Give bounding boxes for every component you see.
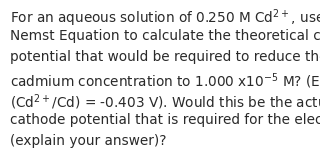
Text: (explain your answer)?: (explain your answer)?	[10, 134, 166, 148]
Text: (Cd$^{2+}$/Cd) = -0.403 V). Would this be the actual: (Cd$^{2+}$/Cd) = -0.403 V). Would this b…	[10, 92, 320, 112]
Text: cadmium concentration to 1.000 x10$^{-5}$ M? (E$^{0}$: cadmium concentration to 1.000 x10$^{-5}…	[10, 71, 320, 91]
Text: potential that would be required to reduce the total: potential that would be required to redu…	[10, 50, 320, 64]
Text: For an aqueous solution of 0.250 M Cd$^{2+}$, use the: For an aqueous solution of 0.250 M Cd$^{…	[10, 8, 320, 29]
Text: cathode potential that is required for the electrolysis: cathode potential that is required for t…	[10, 113, 320, 127]
Text: Nemst Equation to calculate the theoretical cathode: Nemst Equation to calculate the theoreti…	[10, 29, 320, 43]
